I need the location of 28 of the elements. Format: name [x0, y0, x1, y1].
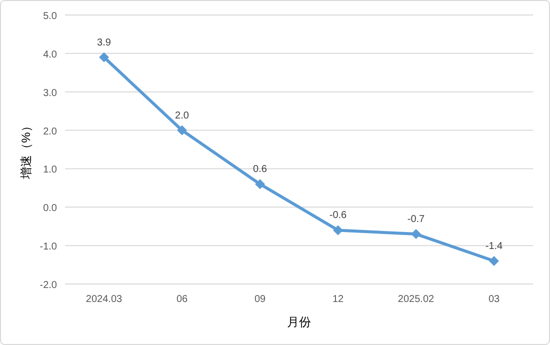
y-tick-label: -1.0: [40, 242, 58, 253]
point: [333, 225, 343, 236]
x-tick-label: 12: [332, 294, 344, 305]
x-tick-label: 06: [176, 294, 188, 305]
y-tick-label: 1.0: [43, 164, 58, 176]
point: [411, 229, 421, 240]
y-axis-title: 增速（%）: [19, 120, 33, 180]
x-tick-label: 03: [488, 294, 500, 305]
x-tick-label: 2024.03: [86, 294, 123, 305]
y-tick-label: 0.0: [43, 203, 58, 214]
data-label: 3.9: [97, 37, 112, 48]
point: [177, 125, 187, 136]
data-label: -0.7: [407, 214, 426, 226]
y-tick-label: 5.0: [43, 11, 58, 22]
x-axis-title: 月份: [287, 315, 311, 329]
x-tick-label: 2025.02: [398, 294, 435, 305]
data-label: 0.6: [253, 164, 268, 176]
y-tick-label: -2.0: [40, 280, 58, 291]
x-tick-label: 09: [254, 294, 266, 305]
point: [489, 256, 499, 266]
data-label: 2.0: [175, 110, 190, 122]
y-tick-label: 2.0: [43, 126, 58, 138]
point: [255, 179, 265, 190]
data-label: -1.4: [485, 240, 504, 252]
y-tick-label: 3.0: [43, 88, 58, 99]
point: [99, 52, 109, 62]
y-tick-label: 4.0: [43, 49, 58, 60]
data-label: -0.6: [329, 210, 348, 222]
